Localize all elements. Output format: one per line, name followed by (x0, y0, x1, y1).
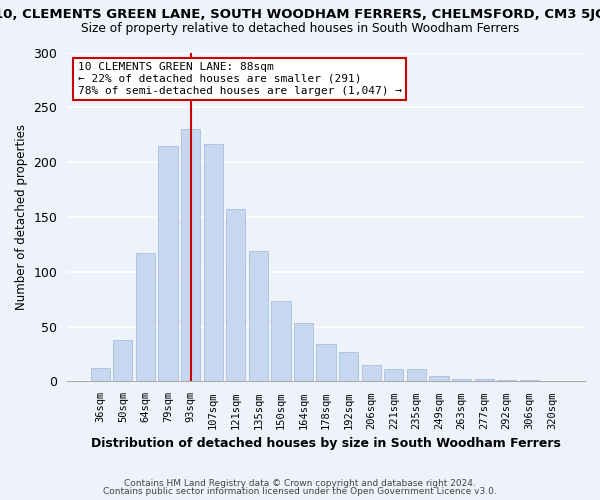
Bar (497, 380, 517, 382)
X-axis label: Distribution of detached houses by size in South Woodham Ferrers: Distribution of detached houses by size … (91, 437, 561, 450)
Bar (475, 380, 494, 382)
Text: 10 CLEMENTS GREEN LANE: 88sqm
← 22% of detached houses are smaller (291)
78% of : 10 CLEMENTS GREEN LANE: 88sqm ← 22% of d… (77, 62, 401, 96)
Y-axis label: Number of detached properties: Number of detached properties (15, 124, 28, 310)
Bar (520, 380, 539, 382)
Bar (136, 253, 155, 382)
Text: Size of property relative to detached houses in South Woodham Ferrers: Size of property relative to detached ho… (81, 22, 519, 35)
Text: Contains public sector information licensed under the Open Government Licence v3: Contains public sector information licen… (103, 487, 497, 496)
Bar (226, 210, 245, 382)
Bar (181, 130, 200, 382)
Bar (91, 368, 110, 382)
Bar (271, 302, 290, 382)
Bar (158, 146, 178, 382)
Bar (203, 144, 223, 382)
Bar (407, 370, 426, 382)
Bar (452, 380, 471, 382)
Bar (249, 251, 268, 382)
Text: 10, CLEMENTS GREEN LANE, SOUTH WOODHAM FERRERS, CHELMSFORD, CM3 5JG: 10, CLEMENTS GREEN LANE, SOUTH WOODHAM F… (0, 8, 600, 21)
Text: Contains HM Land Registry data © Crown copyright and database right 2024.: Contains HM Land Registry data © Crown c… (124, 478, 476, 488)
Bar (294, 324, 313, 382)
Bar (430, 376, 449, 382)
Bar (362, 365, 381, 382)
Bar (384, 370, 403, 382)
Bar (339, 352, 358, 382)
Bar (113, 340, 133, 382)
Bar (316, 344, 335, 382)
